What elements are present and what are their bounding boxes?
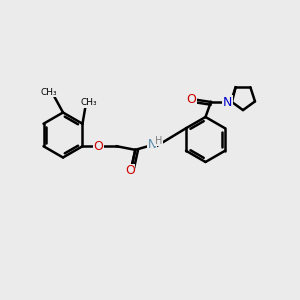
Text: N: N (223, 95, 232, 109)
Text: O: O (93, 140, 103, 153)
Text: N: N (147, 138, 156, 151)
Text: CH₃: CH₃ (40, 88, 57, 97)
Text: O: O (187, 93, 196, 106)
Text: CH₃: CH₃ (81, 98, 98, 107)
Text: O: O (125, 164, 135, 177)
Text: H: H (155, 136, 162, 146)
